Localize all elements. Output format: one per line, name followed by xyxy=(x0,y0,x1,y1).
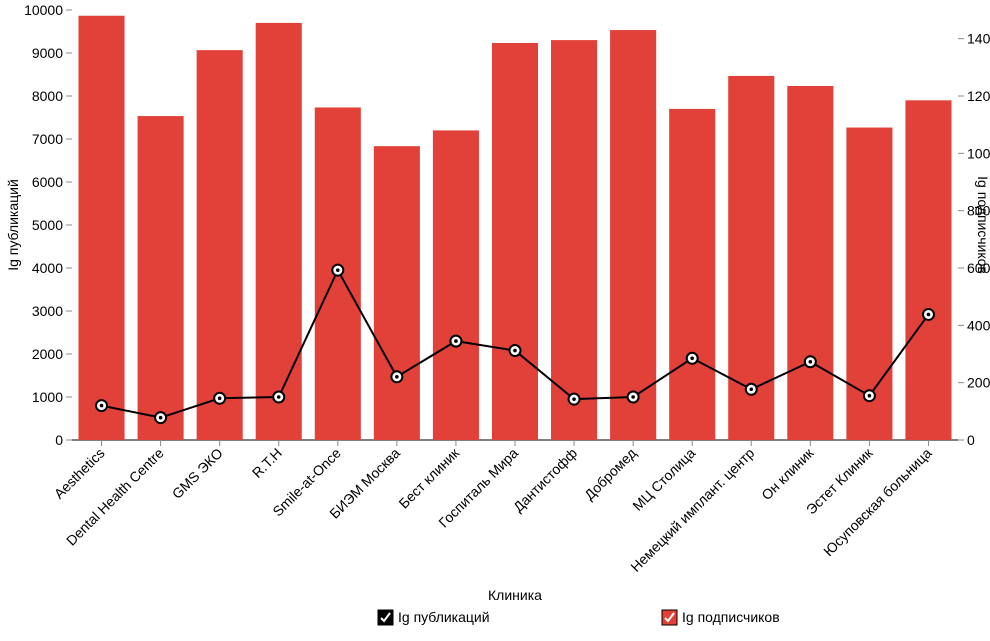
bar xyxy=(551,40,597,440)
legend: Ig публикаций Ig подписчиков xyxy=(378,609,780,625)
line-marker-dot xyxy=(690,357,694,361)
x-category-label: Добромед xyxy=(581,445,639,503)
line-marker-dot xyxy=(513,349,517,353)
bar xyxy=(787,86,833,440)
bar xyxy=(256,23,302,440)
y-right-tick-label: 2000 xyxy=(967,375,990,391)
bars-series xyxy=(78,16,951,440)
y-left-tick-label: 3000 xyxy=(32,303,63,319)
x-category-label: R.T.H xyxy=(249,445,285,481)
line-marker-dot xyxy=(927,313,931,317)
line-marker-dot xyxy=(218,396,222,400)
line-marker-dot xyxy=(395,375,399,379)
x-category-label: Дантистофф xyxy=(510,445,580,515)
line-marker-dot xyxy=(277,395,281,399)
y-left-tick-label: 9000 xyxy=(32,45,63,61)
line-marker-dot xyxy=(572,397,576,401)
y-left-tick-label: 10000 xyxy=(24,2,63,18)
line-marker-dot xyxy=(749,387,753,391)
line-marker-dot xyxy=(159,416,163,420)
legend-item: Ig публикаций xyxy=(378,609,490,625)
y-left-tick-label: 4000 xyxy=(32,260,63,276)
line-marker-dot xyxy=(868,394,872,398)
y-left-tick-label: 2000 xyxy=(32,346,63,362)
chart-stage: 0 1000 2000 3000 4000 5000 6000 7000 8000 9000 100… xyxy=(0,0,990,641)
y-left-tick-label: 0 xyxy=(55,432,63,448)
y-right-tick-label: 4000 xyxy=(967,317,990,333)
y-right-tick-label: 10000 xyxy=(967,145,990,161)
line-marker-dot xyxy=(809,360,813,364)
legend-label: Ig публикаций xyxy=(398,609,490,625)
x-axis-labels: AestheticsDental Health CentreGMS ЭКО R.T… xyxy=(51,440,935,575)
bar xyxy=(197,50,243,440)
legend-label: Ig подписчиков xyxy=(682,609,780,625)
bar xyxy=(78,16,124,440)
y-left-tick-label: 6000 xyxy=(32,174,63,190)
x-category-label: Он клиник xyxy=(758,444,817,503)
bar xyxy=(492,43,538,440)
bar xyxy=(610,30,656,440)
combo-chart: 0 1000 2000 3000 4000 5000 6000 7000 8000 9000 100… xyxy=(0,0,990,641)
y-left-tick-label: 7000 xyxy=(32,131,63,147)
y-left-tick-label: 1000 xyxy=(32,389,63,405)
y-left-tick-label: 5000 xyxy=(32,217,63,233)
x-category-label: Немецкий имплант. центр xyxy=(627,445,757,575)
line-marker-dot xyxy=(631,395,635,399)
x-category-label: GMS ЭКО xyxy=(169,445,226,502)
bar xyxy=(138,116,184,440)
y-right-title: Ig подписчиков xyxy=(975,176,990,274)
bar xyxy=(374,146,420,440)
x-category-label: Юсуповская больница xyxy=(820,445,935,560)
bar xyxy=(433,130,479,440)
line-marker-dot xyxy=(454,339,458,343)
x-axis-title: Клиника xyxy=(488,587,542,603)
y-right-tick-label: 14000 xyxy=(967,31,990,47)
y-left-title: Ig публикаций xyxy=(5,179,21,271)
x-category-label: Aesthetics xyxy=(51,445,108,502)
legend-item: Ig подписчиков xyxy=(662,609,780,625)
bar xyxy=(669,109,715,440)
y-right-tick-label: 0 xyxy=(967,432,975,448)
bar xyxy=(905,100,951,440)
x-category-label: Dental Health Centre xyxy=(63,445,167,549)
y-left-tick-label: 8000 xyxy=(32,88,63,104)
y-right-tick-label: 12000 xyxy=(967,88,990,104)
line-marker-dot xyxy=(336,268,340,272)
line-marker-dot xyxy=(100,404,104,408)
